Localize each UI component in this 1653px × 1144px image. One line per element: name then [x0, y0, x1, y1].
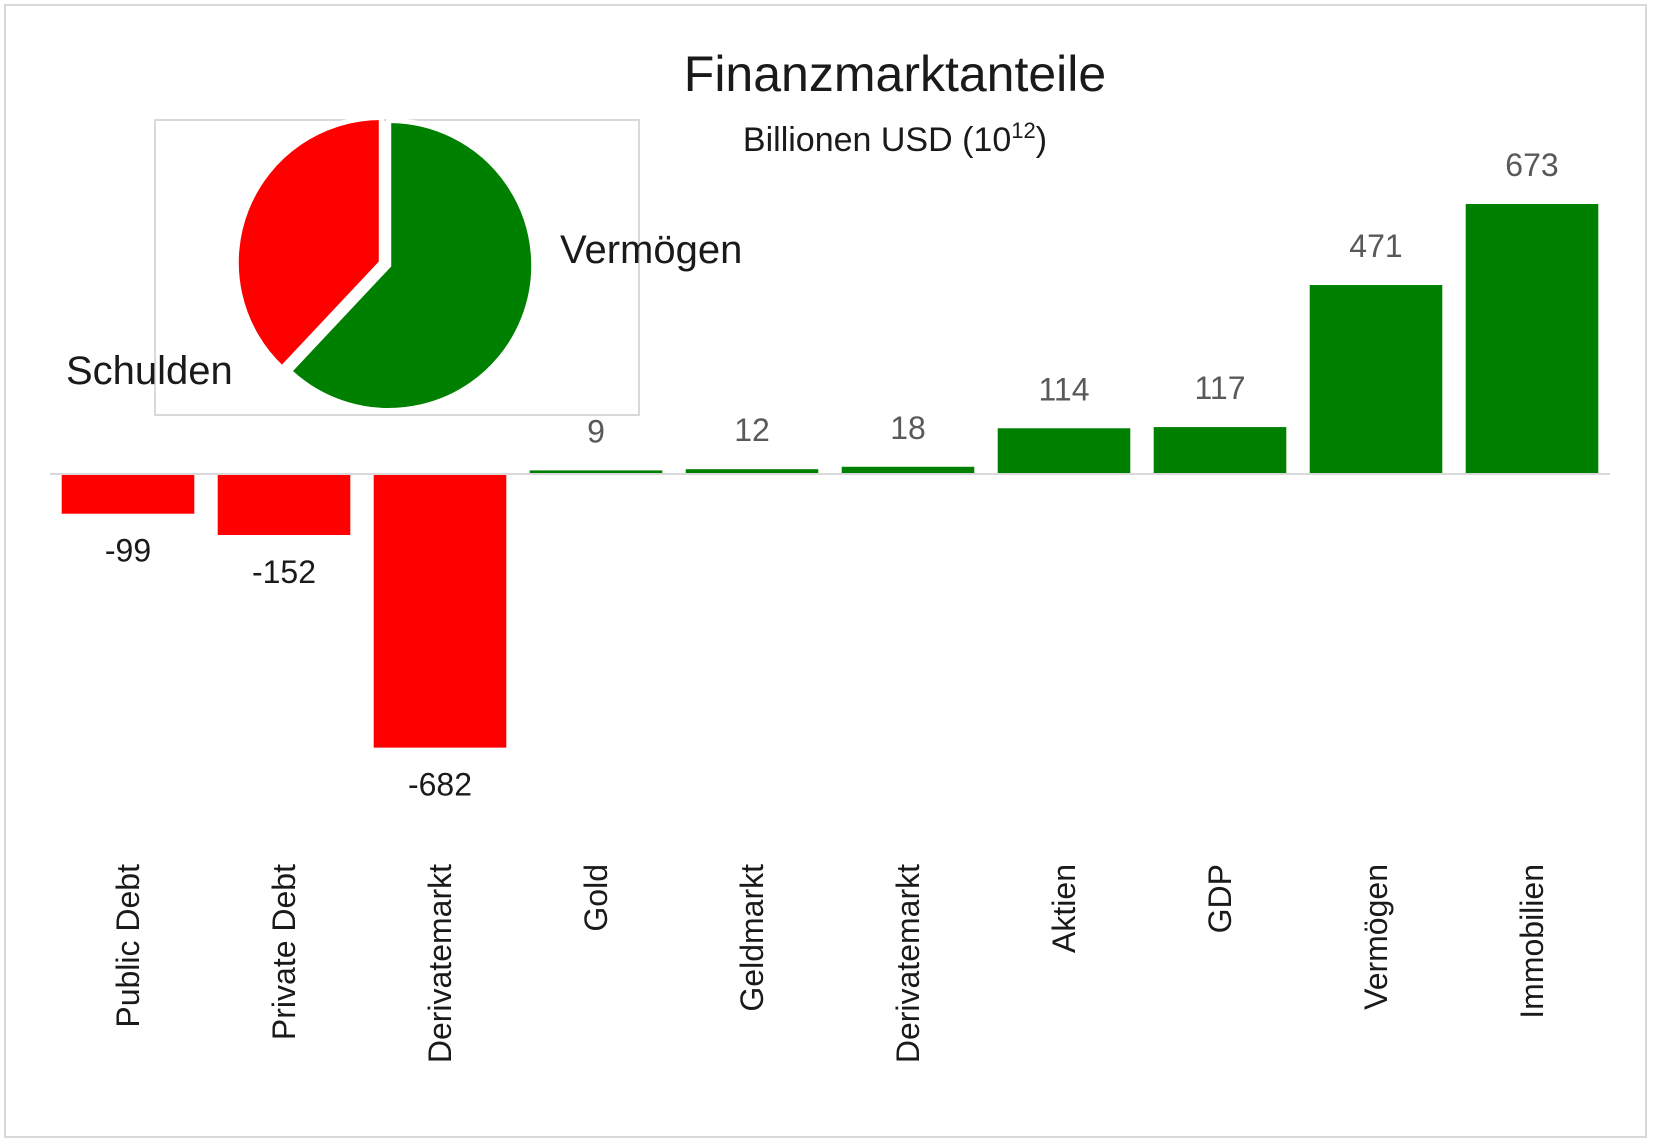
x-tick-label-9: Immobilien — [1514, 864, 1550, 1019]
bar-3 — [529, 470, 663, 474]
pie-label-vermoegen: Vermögen — [560, 228, 742, 272]
x-tick-label-7: GDP — [1202, 864, 1238, 933]
x-tick-label-group: Public Debt Private Debt Derivatemarkt Gold… — [110, 864, 1550, 1063]
x-tick-label-3: Gold — [578, 864, 614, 932]
pie-slice-1 — [233, 115, 384, 372]
data-label-2: -682 — [408, 767, 472, 803]
data-label-6: 114 — [1038, 371, 1089, 407]
bar-group — [61, 203, 1599, 748]
x-tick-label-5: Derivatemarkt — [890, 864, 926, 1063]
x-tick-label-0: Public Debt — [110, 864, 146, 1028]
bar-0 — [61, 474, 195, 514]
data-label-5: 18 — [890, 410, 926, 446]
data-label-4: 12 — [734, 412, 770, 448]
data-label-3: 9 — [587, 413, 605, 449]
data-label-0: -99 — [105, 533, 151, 569]
bar-2 — [373, 474, 507, 748]
pie-chart — [233, 115, 537, 413]
x-tick-label-4: Geldmarkt — [734, 864, 770, 1012]
bar-7 — [1153, 427, 1287, 474]
data-label-8: 471 — [1349, 228, 1402, 264]
data-label-1: -152 — [252, 554, 316, 590]
bar-1 — [217, 474, 351, 535]
bar-9 — [1465, 203, 1599, 474]
data-label-group: -99 -152 -682 9 12 18 114 117 471 673 — [105, 147, 1559, 803]
pie-inset: Vermögen Schulden — [66, 115, 742, 416]
x-tick-label-1: Private Debt — [266, 864, 302, 1040]
chart-subtitle: Billionen USD (1012) — [743, 118, 1047, 159]
data-label-9: 673 — [1505, 147, 1558, 183]
pie-slice-0 — [285, 117, 537, 413]
pie-label-schulden: Schulden — [66, 349, 233, 393]
x-tick-label-6: Aktien — [1046, 864, 1082, 953]
bar-8 — [1309, 285, 1443, 474]
x-tick-label-2: Derivatemarkt — [422, 864, 458, 1063]
chart-title: Finanzmarktanteile — [684, 46, 1106, 102]
x-tick-label-8: Vermögen — [1358, 864, 1394, 1010]
bar-6 — [997, 428, 1131, 474]
bar-4 — [685, 469, 819, 474]
data-label-7: 117 — [1194, 370, 1245, 406]
bar-5 — [841, 466, 975, 474]
